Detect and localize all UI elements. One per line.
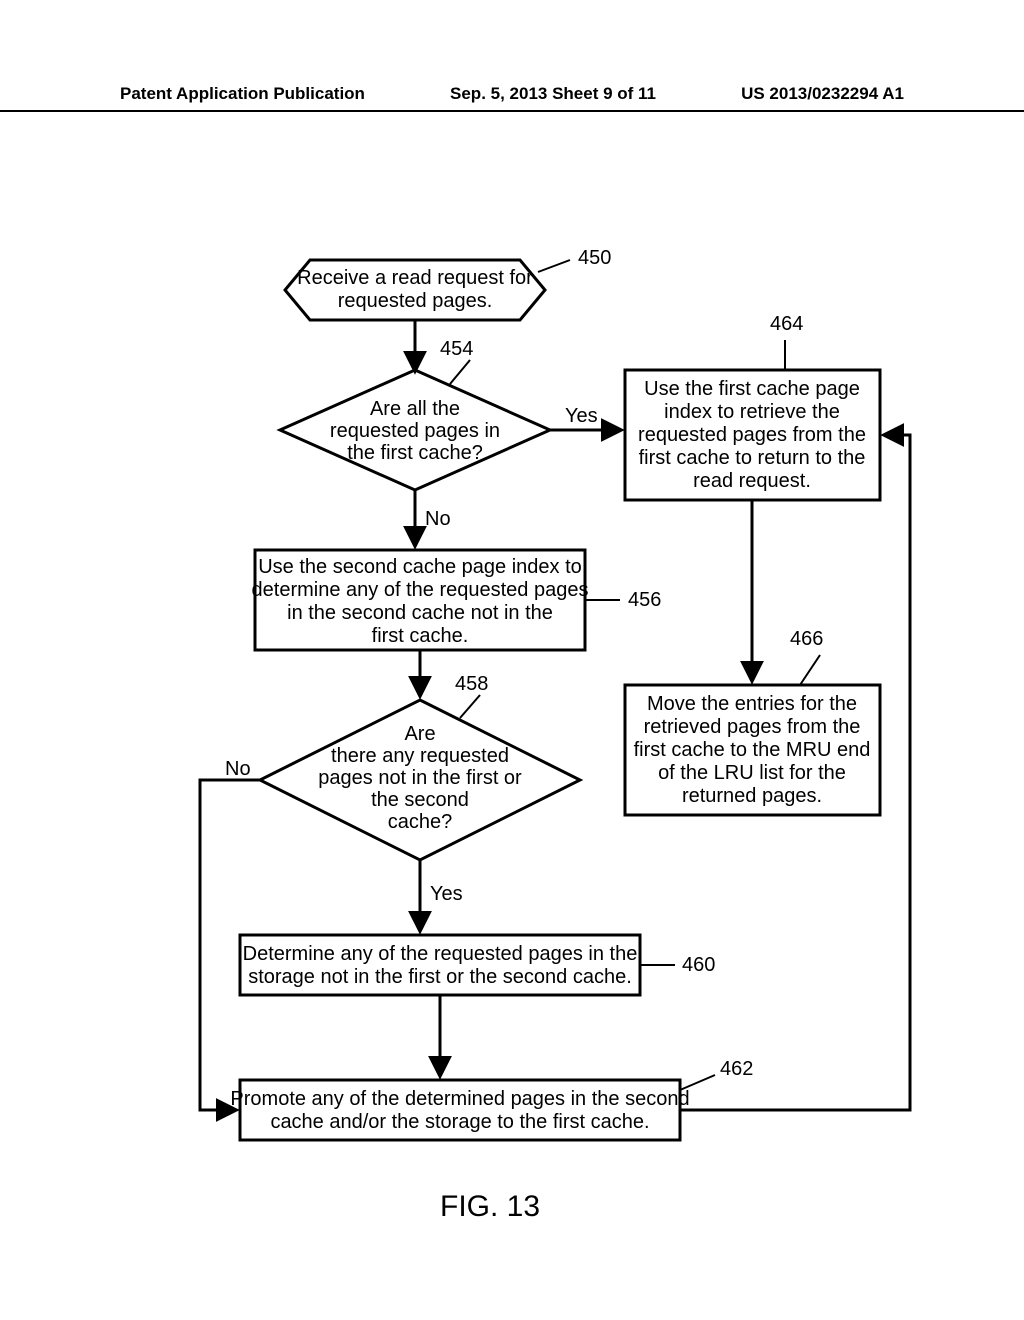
svg-text:of the LRU list for the: of the LRU list for the xyxy=(658,762,846,784)
header-left: Patent Application Publication xyxy=(120,84,365,104)
edge-no-458: No xyxy=(225,758,251,780)
svg-text:Determine any of the requested: Determine any of the requested pages in … xyxy=(243,943,638,965)
figure-label: FIG. 13 xyxy=(440,1190,540,1224)
svg-text:Use the first cache page: Use the first cache page xyxy=(644,378,860,400)
svg-text:determine any of the requested: determine any of the requested pages xyxy=(252,579,589,601)
edge-no-454: No xyxy=(425,508,451,530)
page-header: Patent Application Publication Sep. 5, 2… xyxy=(0,84,1024,112)
svg-text:in the second cache not in the: in the second cache not in the xyxy=(287,602,553,624)
svg-text:Receive a read request for: Receive a read request for xyxy=(297,267,533,289)
ref-456: 456 xyxy=(628,589,661,611)
svg-text:first cache.: first cache. xyxy=(372,625,469,647)
node-462: Promote any of the determined pages in t… xyxy=(230,1080,689,1140)
ref-466: 466 xyxy=(790,628,823,650)
svg-text:cache and/or the storage to th: cache and/or the storage to the first ca… xyxy=(270,1111,649,1133)
node-450: Receive a read request for requested pag… xyxy=(285,260,545,320)
svg-text:the first cache?: the first cache? xyxy=(347,442,483,464)
svg-text:read request.: read request. xyxy=(693,470,811,492)
svg-text:Are all the: Are all the xyxy=(370,398,460,420)
svg-text:requested pages from the: requested pages from the xyxy=(638,424,866,446)
svg-text:Move the entries for the: Move the entries for the xyxy=(647,693,857,715)
node-466: Move the entries for the retrieved pages… xyxy=(625,685,880,815)
svg-text:retrieved pages from the: retrieved pages from the xyxy=(644,716,861,738)
svg-text:pages not in the first or: pages not in the first or xyxy=(318,767,522,789)
svg-text:requested pages in: requested pages in xyxy=(330,420,500,442)
edge-yes-454: Yes xyxy=(565,405,598,427)
svg-text:Use the second cache page inde: Use the second cache page index to xyxy=(258,556,582,578)
node-464: Use the first cache page index to retrie… xyxy=(625,370,880,500)
flowchart: Receive a read request for requested pag… xyxy=(120,250,920,1250)
header-right: US 2013/0232294 A1 xyxy=(741,84,904,104)
node-460: Determine any of the requested pages in … xyxy=(240,935,640,995)
header-center: Sep. 5, 2013 Sheet 9 of 11 xyxy=(450,84,656,104)
svg-text:the second: the second xyxy=(371,789,469,811)
svg-text:Are: Are xyxy=(404,723,435,745)
svg-text:index to retrieve the: index to retrieve the xyxy=(664,401,840,423)
svg-text:Promote any of the determined: Promote any of the determined pages in t… xyxy=(230,1088,689,1110)
node-458: Are there any requested pages not in the… xyxy=(260,700,580,860)
node-454: Are all the requested pages in the first… xyxy=(280,370,550,490)
ref-462: 462 xyxy=(720,1058,753,1080)
ref-454: 454 xyxy=(440,338,473,360)
svg-text:storage not in the first or th: storage not in the first or the second c… xyxy=(248,966,632,988)
ref-450: 450 xyxy=(578,247,611,269)
ref-460: 460 xyxy=(682,954,715,976)
svg-text:first cache to return to the: first cache to return to the xyxy=(639,447,866,469)
ref-464: 464 xyxy=(770,313,803,335)
edge-yes-458: Yes xyxy=(430,883,463,905)
svg-text:first cache to the MRU end: first cache to the MRU end xyxy=(634,739,871,761)
svg-text:returned pages.: returned pages. xyxy=(682,785,822,807)
svg-text:requested pages.: requested pages. xyxy=(338,290,493,312)
node-456: Use the second cache page index to deter… xyxy=(252,550,589,650)
svg-text:there any requested: there any requested xyxy=(331,745,509,767)
svg-text:cache?: cache? xyxy=(388,811,453,833)
ref-458: 458 xyxy=(455,673,488,695)
